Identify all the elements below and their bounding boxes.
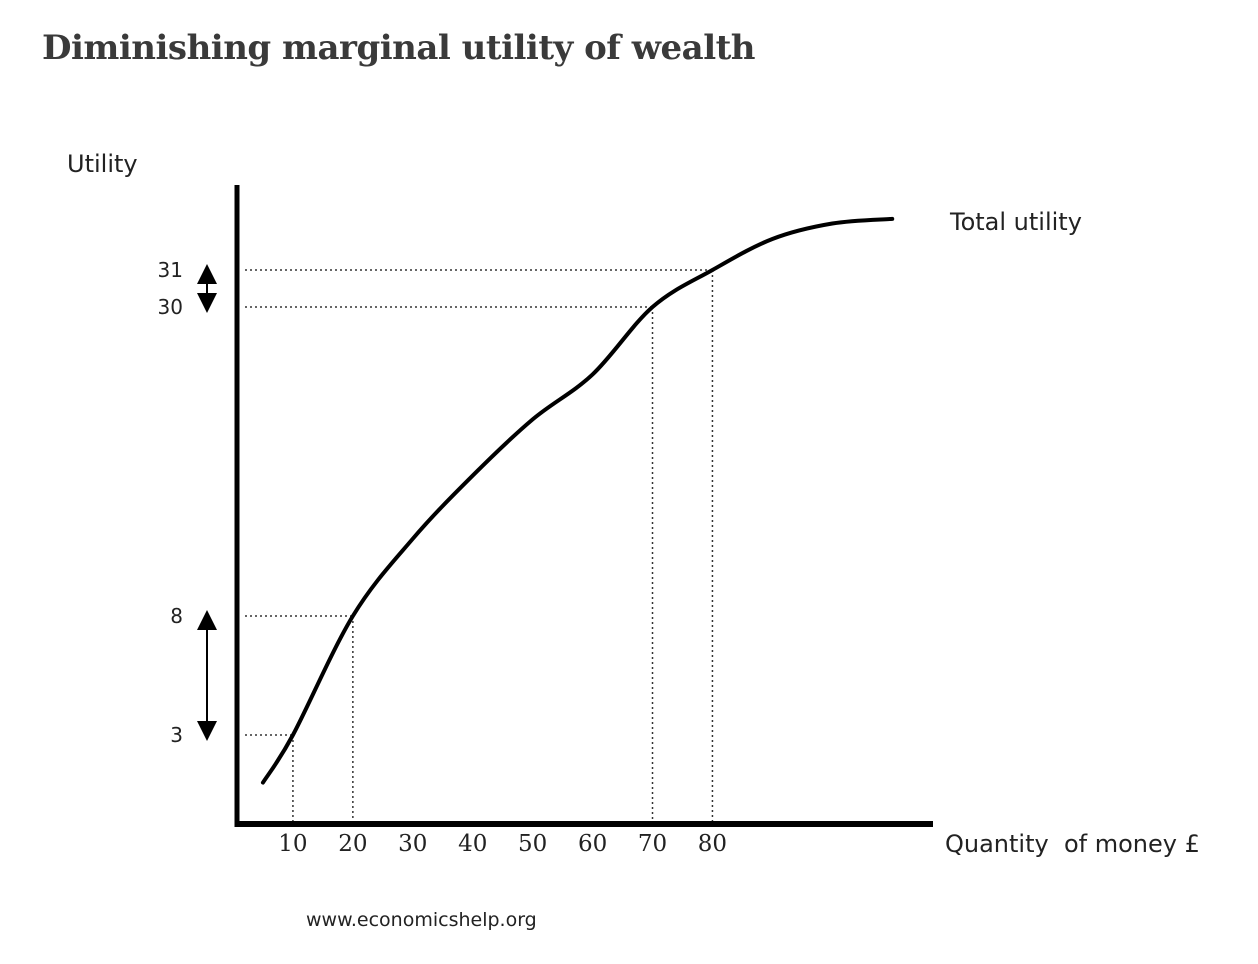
x-axis-label: Quantity of money £ <box>945 830 1200 858</box>
source-credit: www.economicshelp.org <box>306 909 537 931</box>
x-tick-label: 30 <box>398 831 427 857</box>
chart-axes <box>234 185 933 827</box>
x-tick-label: 20 <box>338 831 367 857</box>
x-tick-label: 60 <box>578 831 607 857</box>
x-tick-label: 10 <box>278 831 307 857</box>
y-tick-label: 31 <box>158 258 183 282</box>
x-tick-label: 70 <box>638 831 667 857</box>
y-tick-label: 8 <box>170 604 183 628</box>
series-label-total-utility: Total utility <box>949 208 1082 236</box>
curve-layer <box>260 216 895 785</box>
x-tick-label: 40 <box>458 831 487 857</box>
y-axis-label: Utility <box>67 150 138 178</box>
x-tick-label: 80 <box>698 831 727 857</box>
tick-labels: 10 20 30 40 50 60 70 80 3 8 30 31 <box>158 258 728 857</box>
y-tick-label: 30 <box>158 295 183 319</box>
x-tick-label: 50 <box>518 831 547 857</box>
guide-lines <box>245 269 714 824</box>
total-utility-curve <box>260 216 895 785</box>
page-title: Diminishing marginal utility of wealth <box>42 28 756 68</box>
y-tick-label: 3 <box>170 723 183 747</box>
